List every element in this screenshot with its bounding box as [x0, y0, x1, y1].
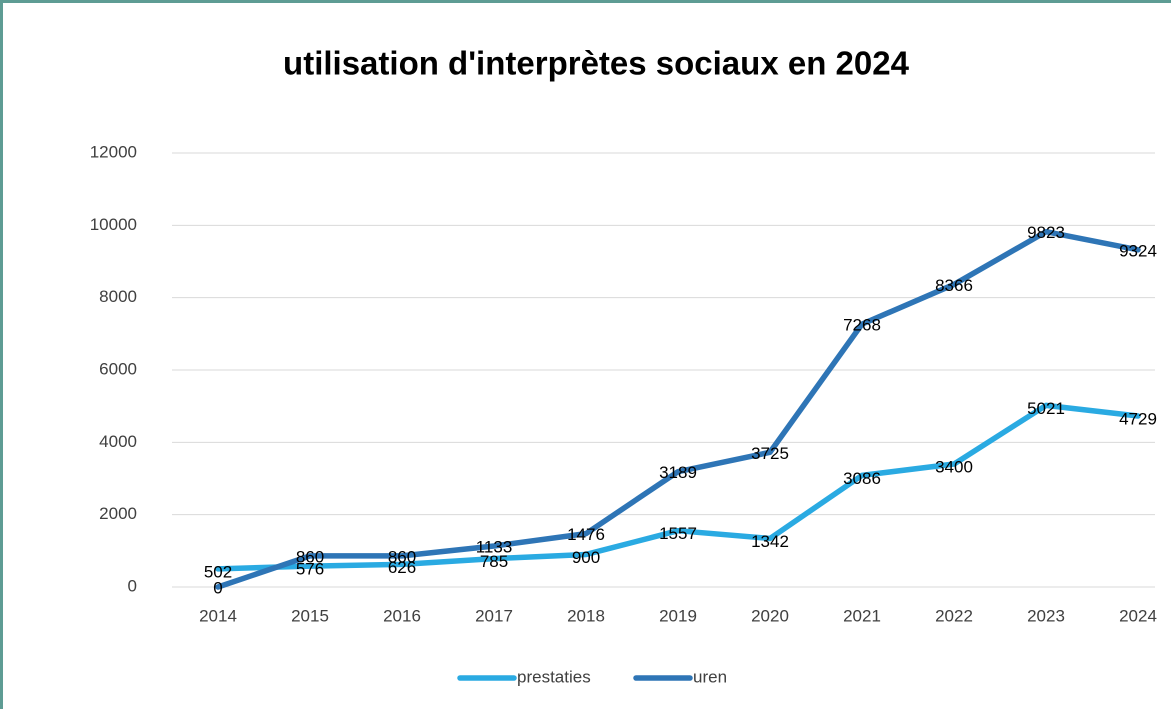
y-tick-label: 10000	[90, 215, 137, 234]
data-label: 785	[480, 552, 508, 571]
data-label: 1557	[659, 524, 697, 543]
x-tick-label: 2020	[751, 606, 789, 625]
data-label: 3189	[659, 463, 697, 482]
data-label: 576	[296, 560, 324, 579]
y-tick-label: 8000	[99, 287, 137, 306]
y-tick-label: 0	[128, 576, 137, 595]
data-label: 1476	[567, 525, 605, 544]
data-label: 3725	[751, 444, 789, 463]
legend-label: uren	[693, 667, 727, 686]
y-tick-label: 12000	[90, 142, 137, 161]
x-tick-label: 2024	[1119, 606, 1157, 625]
data-label: 5021	[1027, 399, 1065, 418]
data-label: 626	[388, 558, 416, 577]
data-label: 8366	[935, 276, 973, 295]
data-label: 7268	[843, 316, 881, 335]
x-tick-label: 2022	[935, 606, 973, 625]
data-label: 502	[204, 562, 232, 581]
data-label: 900	[572, 548, 600, 567]
data-label: 9823	[1027, 223, 1065, 242]
y-tick-label: 4000	[99, 432, 137, 451]
y-tick-label: 6000	[99, 359, 137, 378]
x-tick-label: 2018	[567, 606, 605, 625]
data-label: 0	[213, 578, 222, 597]
line	[215, 228, 1141, 590]
x-tick-label: 2019	[659, 606, 697, 625]
data-label: 860	[388, 547, 416, 566]
x-tick-label: 2017	[475, 606, 513, 625]
chart-title: utilisation d'interprètes sociaux en 202…	[283, 45, 910, 82]
x-tick-label: 2021	[843, 606, 881, 625]
data-label: 3400	[935, 458, 973, 477]
x-tick-label: 2023	[1027, 606, 1065, 625]
data-label: 3086	[843, 469, 881, 488]
legend-label: prestaties	[517, 667, 591, 686]
x-tick-label: 2016	[383, 606, 421, 625]
x-tick-label: 2014	[199, 606, 237, 625]
data-label: 4729	[1119, 409, 1157, 428]
data-label: 860	[296, 547, 324, 566]
line	[215, 402, 1141, 572]
x-tick-label: 2015	[291, 606, 329, 625]
data-label: 1342	[751, 532, 789, 551]
y-tick-label: 2000	[99, 504, 137, 523]
data-label: 1133	[476, 538, 513, 557]
data-label: 9324	[1119, 241, 1157, 260]
